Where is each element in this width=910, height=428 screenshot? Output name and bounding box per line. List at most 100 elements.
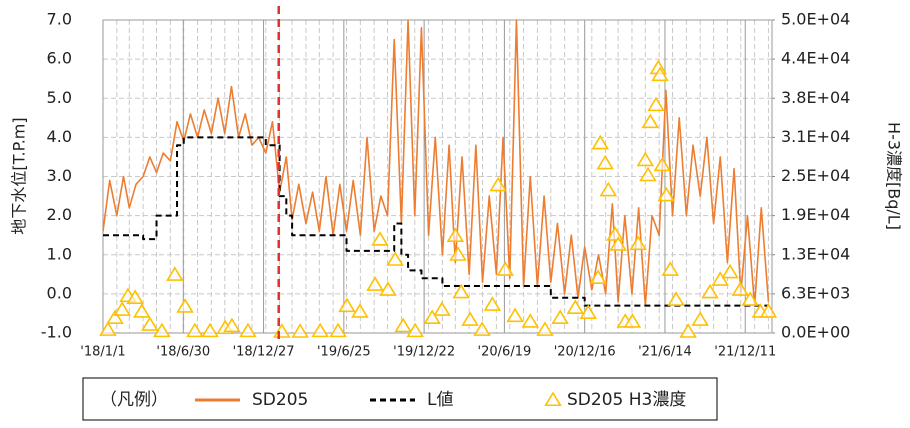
triangle-marker	[679, 323, 697, 338]
triangle-marker	[731, 281, 750, 296]
triangle-marker	[483, 296, 502, 311]
y-tick-label: 3.0	[47, 166, 72, 185]
triangle-marker	[239, 322, 257, 338]
triangle-marker	[667, 291, 685, 306]
y-tick-label: 5.0	[47, 88, 72, 107]
triangle-marker	[394, 317, 412, 333]
y-axis-title: 地下水位[T.P.m]	[10, 117, 29, 234]
y2-tick-label: 1.3E+04	[781, 244, 850, 263]
triangle-marker	[186, 322, 204, 338]
triangle-marker	[691, 311, 709, 326]
triangle-marker	[166, 266, 184, 281]
y-tick-label: 6.0	[47, 49, 72, 68]
x-tick-label: '19/6/25	[317, 345, 371, 360]
x-tick-label: '18/12/27	[233, 345, 295, 360]
triangle-marker	[201, 322, 219, 338]
triangle-marker	[641, 113, 660, 129]
triangle-marker	[329, 322, 347, 338]
y2-tick-label: 2.5E+04	[781, 166, 850, 185]
triangle-marker	[596, 154, 614, 170]
legend-label: SD205	[252, 390, 308, 410]
x-tick-label: '18/6/30	[156, 345, 210, 360]
triangle-marker	[473, 321, 491, 336]
triangle-marker	[379, 281, 397, 296]
triangle-marker	[589, 269, 607, 284]
legend-label: L値	[427, 390, 453, 410]
triangle-marker	[741, 291, 759, 306]
triangle-marker	[639, 166, 657, 182]
legend-label: SD205 H3濃度	[567, 390, 686, 410]
triangle-marker	[647, 96, 665, 112]
plot-frame	[102, 19, 773, 334]
triangle-marker	[651, 66, 669, 82]
triangle-marker	[496, 261, 515, 276]
triangle-marker	[609, 236, 627, 251]
triangle-marker	[176, 298, 194, 313]
y-tick-label: -1.0	[41, 323, 72, 342]
triangle-marker	[351, 303, 369, 318]
triangle-marker	[653, 156, 672, 172]
triangle-marker	[701, 283, 719, 299]
triangle-marker	[141, 316, 159, 331]
triangle-marker	[133, 303, 151, 318]
triangle-marker	[386, 251, 404, 266]
triangle-marker	[591, 134, 610, 150]
y2-tick-label: 3.1E+04	[781, 127, 850, 146]
triangle-marker	[711, 271, 730, 286]
series-line	[102, 19, 770, 307]
triangle-marker	[433, 301, 451, 316]
y-tick-label: 2.0	[47, 205, 72, 224]
x-tick-label: '21/12/11	[714, 345, 776, 360]
triangle-marker	[721, 263, 739, 279]
triangle-marker	[536, 321, 554, 336]
triangle-marker	[106, 309, 124, 325]
triangle-marker	[223, 317, 241, 333]
triangle-marker	[371, 231, 389, 246]
y-tick-label: 4.0	[47, 127, 72, 146]
triangle-marker	[423, 309, 441, 325]
triangle-marker	[657, 186, 676, 202]
x-tick-label: '21/6/14	[638, 345, 692, 360]
triangle-marker	[449, 246, 467, 261]
y2-tick-label: 6.3E+03	[781, 283, 850, 302]
legend: （凡例） SD205 L値 SD205 H3濃度	[82, 377, 718, 421]
triangle-marker	[113, 301, 131, 316]
y2-tick-label: 5.0E+04	[781, 10, 850, 29]
legend-title: （凡例）	[100, 390, 168, 410]
triangle-marker	[636, 151, 655, 167]
y2-tick-label: 0.0E+00	[781, 323, 850, 342]
triangle-marker	[489, 176, 507, 192]
triangle-marker	[551, 309, 569, 325]
y2-tick-label: 4.4E+04	[781, 49, 850, 68]
triangle-marker	[506, 307, 524, 323]
triangle-marker	[623, 313, 642, 328]
plot-marks	[99, 6, 778, 341]
triangle-marker	[629, 235, 647, 251]
legend-swatch	[544, 391, 562, 407]
triangle-marker	[606, 226, 624, 241]
y-tick-label: 7.0	[47, 10, 72, 29]
triangle-marker	[406, 322, 424, 338]
triangle-marker	[521, 313, 540, 328]
y2-axis-title: H-3濃度[Bq/L]	[885, 122, 904, 230]
y2-tick-label: 1.9E+04	[781, 205, 850, 224]
triangle-marker	[126, 289, 144, 304]
triangle-marker	[366, 276, 384, 291]
x-tick-label: '20/12/16	[554, 345, 616, 360]
triangle-marker	[153, 322, 171, 338]
triangle-marker	[461, 311, 479, 326]
triangle-marker	[759, 303, 778, 318]
series-line	[103, 136, 769, 307]
x-tick-label: '20/6/19	[478, 345, 532, 360]
triangle-marker	[566, 299, 585, 315]
y-tick-label: 1.0	[47, 244, 72, 263]
triangle-marker	[661, 261, 680, 276]
axis-labels: -1.0 0.0 1.0 2.0 3.0 4.0 5.0 6.0 7.0 0.0E+00 6.3E+…	[41, 10, 851, 360]
x-tick-label: '18/1/1	[80, 345, 125, 360]
triangle-marker	[599, 181, 618, 197]
triangle-marker	[99, 321, 117, 336]
x-tick-label: '19/12/22	[393, 345, 455, 360]
triangle-marker	[338, 297, 356, 313]
y-tick-label: 0.0	[47, 283, 72, 302]
